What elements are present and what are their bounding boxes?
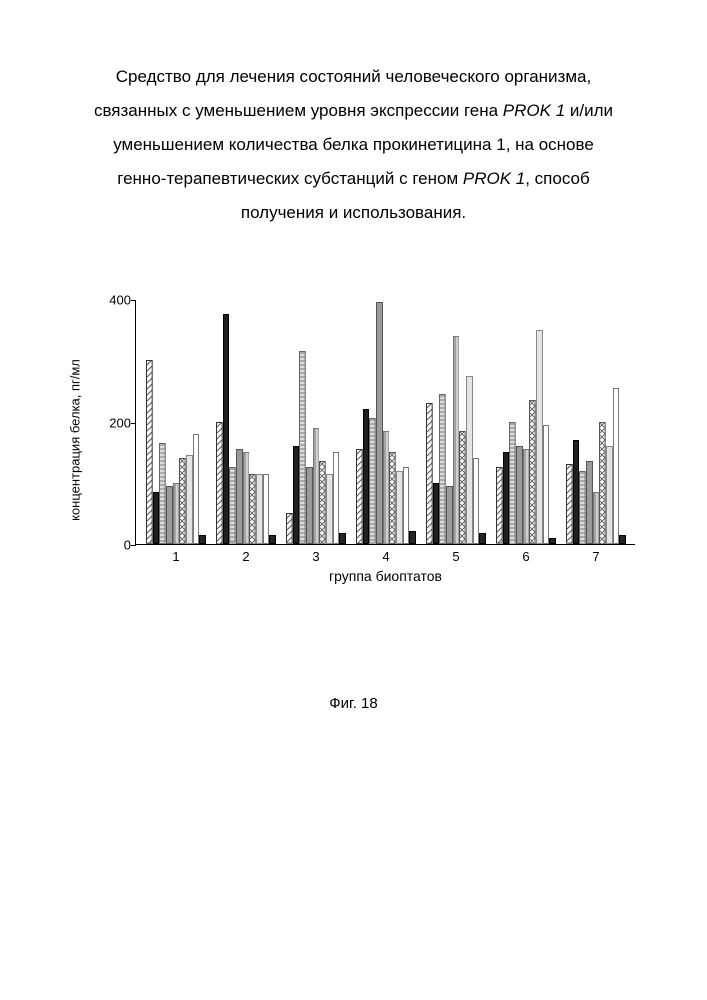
bar: [503, 452, 510, 544]
bar: [409, 531, 416, 544]
x-tick-label: 4: [382, 549, 389, 564]
x-tick-label: 5: [452, 549, 459, 564]
bar: [369, 418, 376, 544]
bar: [606, 446, 613, 544]
bar: [263, 474, 270, 544]
title-line-1: Средство для лечения состояний человечес…: [116, 67, 591, 86]
chart: концентрация белка, пг/мл 02004001234567…: [95, 290, 635, 590]
bar: [516, 446, 523, 544]
title-gene-2: PROK 1: [463, 169, 525, 188]
bar: [363, 409, 370, 544]
bar: [146, 360, 153, 544]
bar: [376, 302, 383, 544]
bar: [459, 431, 466, 544]
bar: [523, 449, 530, 544]
bar: [549, 538, 556, 544]
bar: [529, 400, 536, 544]
bar: [446, 486, 453, 544]
bar: [593, 492, 600, 544]
bar: [473, 458, 480, 544]
x-tick-label: 7: [592, 549, 599, 564]
bar: [479, 533, 486, 544]
bar: [579, 471, 586, 545]
bar: [229, 467, 236, 544]
bar: [439, 394, 446, 544]
figure-caption: Фиг. 18: [70, 695, 637, 712]
title-gene-1: PROK 1: [503, 101, 565, 120]
bar: [243, 452, 250, 544]
title-line-4c: , способ: [525, 169, 590, 188]
bar: [153, 492, 160, 544]
title-line-3: уменьшением количества белка прокинетици…: [113, 135, 594, 154]
bar: [326, 474, 333, 544]
bar: [286, 513, 293, 544]
bar: [333, 452, 340, 544]
bar: [306, 467, 313, 544]
bar: [166, 486, 173, 544]
bar: [223, 314, 230, 544]
bar: [313, 428, 320, 544]
bar: [383, 431, 390, 544]
bar: [536, 330, 543, 544]
bar: [173, 483, 180, 544]
bar: [566, 464, 573, 544]
bar: [599, 422, 606, 545]
bar: [293, 446, 300, 544]
bar: [426, 403, 433, 544]
bar: [453, 336, 460, 544]
bar: [249, 474, 256, 544]
bar: [319, 461, 326, 544]
bar: [216, 422, 223, 545]
bar: [236, 449, 243, 544]
x-axis-label: группа биоптатов: [329, 568, 442, 584]
bar: [543, 425, 550, 544]
bar: [179, 458, 186, 544]
bar: [613, 388, 620, 544]
title-line-4a: генно-терапевтических субстанций с геном: [117, 169, 463, 188]
bar: [299, 351, 306, 544]
x-tick-label: 1: [172, 549, 179, 564]
title-line-2c: и/или: [565, 101, 613, 120]
bar: [586, 461, 593, 544]
y-tick-label: 400: [96, 293, 131, 308]
bar: [339, 533, 346, 544]
bar: [159, 443, 166, 544]
title-line-2a: связанных с уменьшением уровня экспресси…: [94, 101, 503, 120]
bar: [356, 449, 363, 544]
y-tick-label: 200: [96, 415, 131, 430]
bar: [496, 467, 503, 544]
bar: [573, 440, 580, 544]
bar: [619, 535, 626, 544]
bar: [199, 535, 206, 544]
x-tick-label: 6: [522, 549, 529, 564]
bar: [396, 471, 403, 545]
bar: [193, 434, 200, 544]
document-title: Средство для лечения состояний человечес…: [70, 60, 637, 230]
bar: [509, 422, 516, 545]
x-tick-label: 3: [312, 549, 319, 564]
bar: [389, 452, 396, 544]
bar: [186, 455, 193, 544]
bar: [269, 535, 276, 544]
bar: [403, 467, 410, 544]
title-line-5: получения и использования.: [241, 203, 466, 222]
chart-plot: 02004001234567группа биоптатов: [135, 300, 635, 545]
x-tick-label: 2: [242, 549, 249, 564]
bar: [256, 474, 263, 544]
y-tick-label: 0: [96, 538, 131, 553]
y-axis-label: концентрация белка, пг/мл: [68, 359, 83, 521]
bar: [466, 376, 473, 544]
bar: [433, 483, 440, 544]
